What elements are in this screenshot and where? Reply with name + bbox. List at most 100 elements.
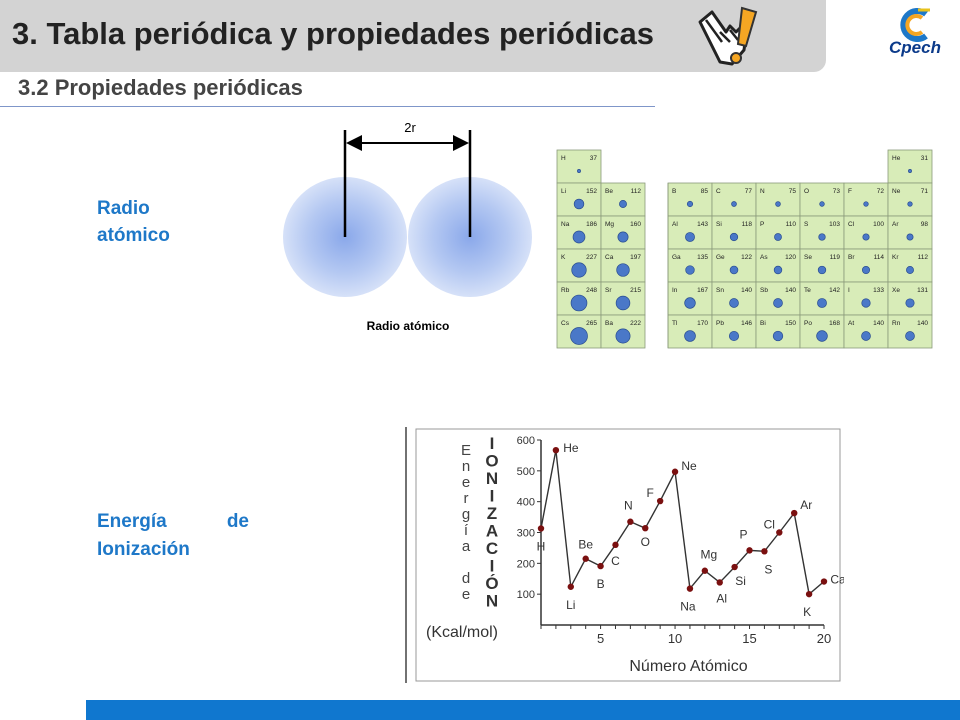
element-symbol: Po: [804, 320, 812, 327]
element-cell-At: At 140: [843, 314, 889, 349]
element-cell-Si: Si 118: [711, 215, 757, 250]
element-symbol: Br: [848, 254, 855, 261]
element-radius: 140: [917, 320, 928, 327]
radius-caption: Radio atómico: [367, 319, 450, 333]
data-label-Ca: Ca: [830, 573, 844, 587]
data-point-Mg: [701, 567, 709, 574]
element-radius: 222: [630, 320, 641, 327]
page-title: 3. Tabla periódica y propiedades periódi…: [12, 16, 655, 51]
data-point-F: [656, 497, 664, 505]
element-radius: 112: [918, 254, 929, 261]
element-symbol: O: [804, 188, 809, 195]
element-radius: 142: [829, 287, 840, 294]
element-radius: 143: [697, 221, 708, 228]
atom-size-dot: [572, 230, 586, 244]
element-radius: 186: [586, 221, 597, 228]
atom-size-dot: [905, 331, 915, 341]
element-cell-I: I 133: [843, 281, 889, 316]
element-radius: 150: [785, 320, 796, 327]
element-radius: 122: [741, 254, 752, 261]
element-cell-B: B 85: [667, 182, 713, 217]
element-cell-Ar: Ar 98: [887, 215, 933, 250]
energia-ionizacion-label: Energía de Ionización: [97, 508, 249, 564]
element-symbol: S: [804, 221, 809, 228]
element-symbol: Cl: [848, 221, 855, 228]
atom-size-dot: [861, 265, 871, 275]
element-cell-As: As 120: [755, 248, 801, 283]
element-symbol: Al: [672, 221, 678, 228]
svg-text:Ó: Ó: [485, 574, 498, 593]
radius-diagram: 2r Radio atómico: [280, 112, 540, 347]
element-cell-Sb: Sb 140: [755, 281, 801, 316]
atom-size-dot: [906, 233, 914, 241]
data-label-K: K: [803, 605, 811, 619]
element-symbol: Kr: [892, 254, 899, 261]
element-radius: 85: [701, 188, 709, 195]
pointing-hand-icon: [692, 2, 764, 79]
element-cell-S: S 103: [799, 215, 845, 250]
data-point-K: [805, 590, 813, 598]
element-radius: 71: [921, 188, 929, 195]
cpech-logo-icon: [878, 6, 952, 47]
data-label-Li: Li: [566, 598, 575, 612]
element-radius: 167: [697, 287, 708, 294]
element-cell-Te: Te 142: [799, 281, 845, 316]
element-cell-Cs: Cs 265: [556, 314, 602, 349]
element-cell-K: K 227: [556, 248, 602, 283]
atom-size-dot: [861, 298, 871, 308]
data-label-Ne: Ne: [681, 459, 697, 473]
element-symbol: C: [716, 188, 721, 195]
atom-size-dot: [774, 233, 782, 241]
element-cell-P: P 110: [755, 215, 801, 250]
svg-text:r: r: [464, 490, 469, 507]
data-label-N: N: [624, 499, 633, 513]
data-label-Na: Na: [680, 600, 696, 614]
element-symbol: Mg: [605, 221, 614, 228]
atom-size-dot: [686, 200, 694, 208]
element-symbol: Rb: [561, 287, 570, 294]
element-symbol: Si: [716, 221, 722, 228]
ylabel-energia-de: Energía de: [461, 442, 471, 603]
data-label-Al: Al: [716, 591, 727, 605]
element-radius: 133: [873, 287, 884, 294]
data-label-C: C: [611, 554, 620, 568]
atom-size-dot: [573, 198, 585, 210]
subtitle-underline: [0, 106, 655, 107]
element-cell-Cl: Cl 100: [843, 215, 889, 250]
data-label-B: B: [597, 577, 605, 591]
atom-size-dot: [775, 201, 781, 207]
element-symbol: Cs: [561, 320, 570, 327]
atom-size-dot: [863, 201, 869, 207]
element-cell-Rb: Rb 248: [556, 281, 602, 316]
atom-size-dot: [907, 201, 913, 207]
y-tick-label: 200: [517, 558, 535, 570]
element-symbol: Tl: [672, 320, 678, 327]
atom-size-dot: [729, 265, 739, 275]
element-symbol: P: [760, 221, 764, 228]
element-cell-Ca: Ca 197: [600, 248, 646, 283]
atom-size-dot: [616, 263, 630, 277]
atom-size-dot: [773, 265, 783, 275]
element-cell-Li: Li 152: [556, 182, 602, 217]
atom-size-dot: [570, 294, 588, 312]
atom-size-dot: [571, 262, 587, 278]
svg-text:A: A: [486, 522, 498, 541]
element-radius: 152: [586, 188, 597, 195]
x-tick-label: 10: [668, 631, 682, 646]
data-label-Mg: Mg: [701, 548, 718, 562]
atom-size-dot: [906, 266, 914, 274]
element-radius: 197: [630, 254, 641, 261]
svg-text:N: N: [486, 592, 498, 611]
element-cell-Pb: Pb 146: [711, 314, 757, 349]
y-tick-label: 400: [517, 497, 535, 509]
element-symbol: In: [672, 287, 678, 294]
element-symbol: H: [561, 155, 566, 162]
element-symbol: B: [672, 188, 676, 195]
element-symbol: Bi: [760, 320, 766, 327]
y-tick-label: 300: [517, 528, 535, 540]
logo-text: Cpech: [889, 38, 941, 57]
data-point-P: [746, 547, 753, 554]
data-point-Ca: [820, 578, 828, 585]
yunit-label: (Kcal/mol): [426, 624, 498, 641]
element-cell-C: C 77: [711, 182, 757, 217]
